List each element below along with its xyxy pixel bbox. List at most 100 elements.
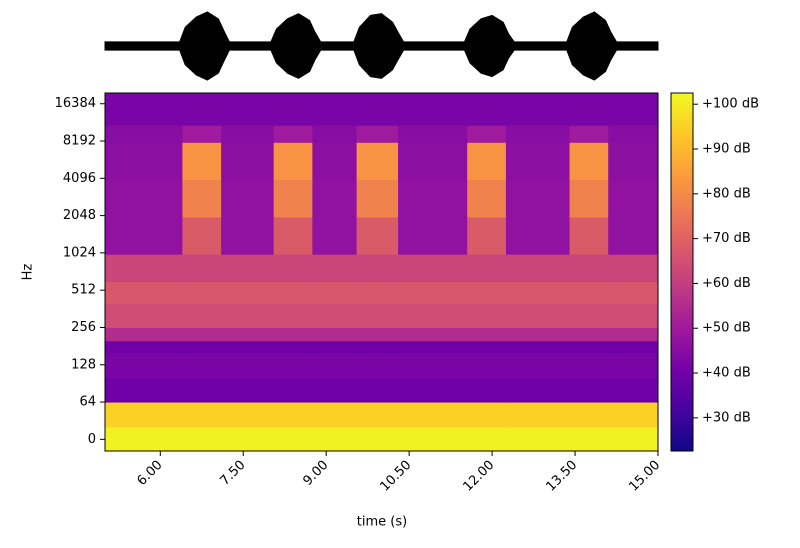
heatmap-cell [356, 179, 399, 218]
heatmap-cell [398, 254, 468, 283]
heatmap-cell [105, 216, 183, 255]
y-tick-label: 1024 [63, 245, 96, 260]
heatmap-cell [356, 327, 399, 342]
waveform [104, 11, 659, 81]
heatmap-cell [467, 340, 507, 354]
heatmap-cell [505, 352, 571, 379]
heatmap-cell [221, 352, 275, 379]
heatmap-cell [105, 352, 183, 379]
heatmap-cell [398, 402, 468, 428]
heatmap-cell [182, 427, 222, 452]
x-tick-label: 6.00 [135, 458, 166, 489]
heatmap-cell [221, 378, 275, 403]
heatmap-cell [105, 254, 183, 283]
heatmap-cell [505, 327, 571, 342]
heatmap-cell [356, 427, 399, 452]
heatmap-cell [105, 427, 183, 452]
heatmap-cell [221, 93, 275, 126]
heatmap-cell [312, 303, 358, 328]
heatmap-cell [467, 216, 507, 255]
heatmap-cell [273, 93, 313, 126]
heatmap-cell [398, 340, 468, 354]
heatmap-cell [221, 281, 275, 304]
heatmap-cell [398, 179, 468, 218]
x-tick-label: 12.00 [460, 458, 497, 495]
x-tick-label: 9.00 [300, 458, 331, 489]
heatmap-cell [273, 179, 313, 218]
heatmap-cell [221, 327, 275, 342]
heatmap-cell [356, 142, 399, 181]
heatmap-cell [312, 179, 358, 218]
heatmap-cell [182, 281, 222, 304]
heatmap-cell [569, 179, 609, 218]
heatmap-cell [467, 327, 507, 342]
heatmap-cell [182, 125, 222, 143]
heatmap-cell [312, 352, 358, 379]
heatmap-cell [221, 340, 275, 354]
heatmap-cell [356, 352, 399, 379]
x-axis-label: time (s) [357, 515, 407, 530]
heatmap-cell [182, 340, 222, 354]
x-tick-label: 7.50 [217, 458, 248, 489]
heatmap-cell [182, 216, 222, 255]
heatmap-cell [273, 340, 313, 354]
heatmap-cell [221, 179, 275, 218]
heatmap-cell [356, 378, 399, 403]
heatmap-cell [608, 93, 659, 126]
colorbar-tick-label: +90 dB [702, 142, 751, 157]
y-tick-label: 64 [79, 395, 96, 410]
heatmap-cell [105, 340, 183, 354]
heatmap-cell [505, 378, 571, 403]
y-tick-label: 128 [71, 357, 96, 372]
heatmap-cell [356, 402, 399, 428]
heatmap-cell [182, 402, 222, 428]
heatmap-cell [356, 254, 399, 283]
heatmap-cell [569, 254, 609, 283]
heatmap-cell [221, 216, 275, 255]
heatmap-cell [356, 340, 399, 354]
heatmap-cell [505, 402, 571, 428]
heatmap-cell [398, 327, 468, 342]
heatmap-cell [505, 125, 571, 143]
heatmap-cell [273, 303, 313, 328]
heatmap-cell [505, 93, 571, 126]
heatmap-cell [182, 254, 222, 283]
x-tick-label: 10.50 [378, 458, 415, 495]
heatmap-cell [608, 352, 659, 379]
heatmap-cell [273, 352, 313, 379]
heatmap-cell [569, 402, 609, 428]
heatmap-cell [608, 125, 659, 143]
heatmap-cell [467, 93, 507, 126]
colorbar-tick-label: +100 dB [702, 97, 759, 112]
heatmap-cell [312, 216, 358, 255]
heatmap-cell [398, 303, 468, 328]
heatmap-cell [273, 378, 313, 403]
heatmap-cell [608, 281, 659, 304]
colorbar-tick-label: +50 dB [702, 321, 751, 336]
heatmap-cell [312, 125, 358, 143]
heatmap-cell [221, 427, 275, 452]
heatmap-cell [398, 352, 468, 379]
heatmap-cell [569, 303, 609, 328]
heatmap-cell [273, 427, 313, 452]
heatmap-cell [467, 352, 507, 379]
heatmap-cell [182, 352, 222, 379]
colorbar [670, 92, 694, 452]
heatmap-cell [467, 254, 507, 283]
heatmap-cell [105, 281, 183, 304]
heatmap-cell [356, 216, 399, 255]
heatmap-cell [569, 352, 609, 379]
heatmap-cell [105, 179, 183, 218]
heatmap-cell [312, 254, 358, 283]
colorbar-tick-label: +30 dB [702, 410, 751, 425]
heatmap-cell [221, 402, 275, 428]
heatmap-cell [182, 378, 222, 403]
y-tick-label: 256 [71, 320, 96, 335]
heatmap-cell [608, 327, 659, 342]
heatmap-cell [105, 378, 183, 403]
heatmap-cell [105, 125, 183, 143]
heatmap-cell [398, 378, 468, 403]
x-tick-label: 13.50 [543, 458, 580, 495]
heatmap-cell [467, 179, 507, 218]
heatmap-cell [312, 93, 358, 126]
